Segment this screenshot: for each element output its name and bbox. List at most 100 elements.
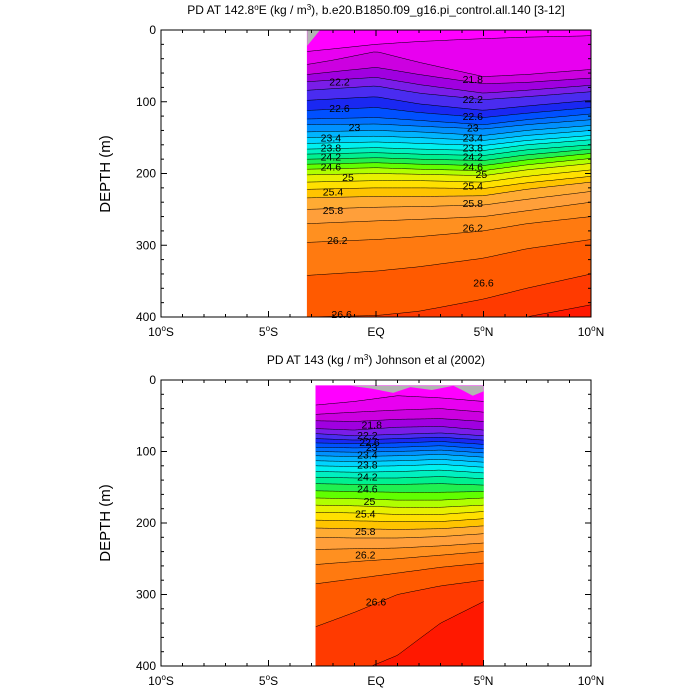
contour-label: 25.4	[355, 509, 376, 521]
isopycnal-line	[315, 437, 484, 441]
contour-label: 26.6	[473, 278, 494, 290]
contour-label: 24.6	[321, 161, 342, 173]
contour-label: 24.2	[463, 151, 484, 163]
axes: 10oS 5oS EQ 5oN 10oN 0 100 200 300 400	[136, 23, 604, 339]
contour-label: 23	[366, 442, 378, 454]
contour-label: 25.4	[323, 186, 344, 198]
contour-label: 26.2	[327, 235, 348, 247]
isopycnal-line	[307, 51, 591, 77]
contour-label: 26.2	[463, 222, 484, 234]
contour-label: 22.6	[329, 103, 350, 115]
y-axis-label: DEPTH (m)	[97, 135, 114, 213]
isopycnal-line	[307, 144, 591, 156]
isopycnal-line	[315, 497, 484, 501]
contour-label: 22.2	[357, 430, 378, 442]
y-tick-label: 200	[136, 516, 156, 530]
contour-label: 23.8	[463, 143, 484, 155]
y-tick-label: 400	[136, 310, 156, 324]
land-mask	[350, 385, 484, 396]
panel-title: PD AT 143 (kg / m3) Johnson et al (2002)	[267, 353, 485, 367]
land-mask	[307, 30, 321, 46]
land-patch	[307, 30, 321, 46]
filled-contours	[315, 385, 484, 666]
contour-label: 23.8	[321, 143, 342, 155]
contour-label: 23	[349, 122, 361, 134]
isopycnal-line	[315, 408, 484, 415]
isopycnal-line	[315, 459, 484, 463]
isopycnal-line	[315, 533, 484, 539]
isopycnal-line	[315, 418, 484, 422]
isopycnal-line	[315, 476, 484, 479]
isopycnal-line	[307, 239, 591, 276]
y-tick-label: 100	[136, 95, 156, 109]
y-tick-label: 200	[136, 167, 156, 181]
contour-label: 23	[467, 123, 479, 135]
contour-label: 24.6	[357, 484, 378, 496]
x-tick-label: 10oS	[148, 324, 174, 339]
y-tick-label: 0	[149, 373, 156, 387]
contour-label: 25.4	[463, 181, 484, 193]
contour-label: 25.8	[355, 526, 376, 538]
isopycnal-line	[307, 96, 591, 111]
isopycnal-line	[315, 454, 484, 458]
isopycnal-line	[307, 176, 591, 190]
y-tick-label: 300	[136, 238, 156, 252]
isopycnal-line	[307, 135, 591, 146]
x-tick-label: 10oS	[148, 673, 174, 688]
contour-label: 21.8	[361, 419, 382, 431]
isopycnal-line	[315, 483, 484, 486]
isopycnal-line	[315, 511, 484, 515]
isopycnal-line	[307, 77, 591, 94]
isopycnal-line	[307, 153, 591, 166]
isopycnal-line	[315, 441, 484, 445]
isopycnal-line	[315, 464, 484, 468]
isopycnal-line	[315, 518, 484, 522]
contour-label: 22.6	[463, 111, 484, 123]
contour-label: 21.8	[463, 74, 484, 86]
isopycnal-line	[315, 562, 484, 585]
isopycnal-line	[307, 169, 591, 183]
contour-label: 22.2	[463, 94, 484, 106]
contour-label: 25	[342, 172, 354, 184]
x-tick-label: 5oS	[259, 324, 278, 339]
land-patch	[350, 385, 484, 396]
isopycnal-line	[307, 35, 591, 52]
y-axis-label: DEPTH (m)	[97, 484, 114, 562]
contour-label: 24.6	[463, 161, 484, 173]
isopycnal-line	[315, 449, 484, 454]
axes: 10oS 5oS EQ 5oN 10oN 0 100 200 300 400	[136, 373, 604, 688]
isopycnal-line	[315, 579, 484, 627]
contour-label: 25	[476, 169, 488, 181]
contour-label: 26.2	[355, 550, 376, 562]
contour-label: 26.6	[331, 309, 352, 321]
isopycnal-line	[315, 426, 484, 431]
panel-top: PD AT 142.8oE (kg / m3), b.e20.B1850.f09…	[97, 3, 604, 339]
x-tick-label: 5oS	[259, 673, 278, 688]
contour-label: 23.4	[321, 133, 342, 145]
x-tick-label: EQ	[367, 674, 384, 688]
isopycnal-line	[307, 85, 591, 100]
isopycnal-line	[307, 107, 591, 118]
y-tick-label: 400	[136, 659, 156, 673]
isopycnal-line	[315, 469, 484, 474]
isopycnal-line	[307, 113, 591, 125]
contour-label: 22.2	[329, 77, 350, 89]
contour-label: 25	[364, 496, 376, 508]
isopycnal-line	[307, 67, 591, 84]
x-tick-label: 5oN	[474, 673, 494, 688]
y-tick-label: 100	[136, 445, 156, 459]
x-tick-label: EQ	[367, 325, 384, 339]
contour-label: 24.2	[321, 151, 342, 163]
contour-label: 22.6	[359, 437, 380, 449]
contour-label: 25.8	[463, 198, 484, 210]
panel-bottom: PD AT 143 (kg / m3) Johnson et al (2002)…	[97, 353, 604, 688]
x-tick-label: 10oN	[578, 673, 604, 688]
isopycnal-line	[371, 601, 484, 666]
contour-label: 24.2	[357, 472, 378, 484]
isopycnal-line	[307, 139, 591, 151]
isopycnal-line	[307, 201, 591, 224]
isopycnal-line	[315, 551, 484, 565]
